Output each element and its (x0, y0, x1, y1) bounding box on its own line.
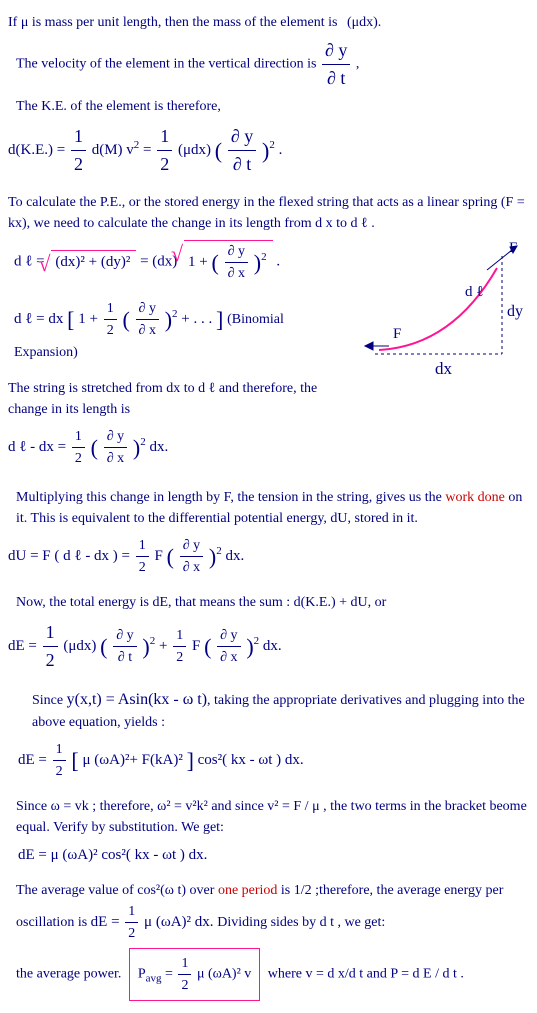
text: total energy (70, 595, 136, 610)
frac-dy-dt: ∂ y ∂ t (228, 123, 256, 178)
eq-dl-minus-dx: d ℓ - dx = 1 2 ( ∂ y ∂ x )2 dx. (8, 426, 529, 469)
eq-kinetic-energy: d(K.E.) = 1 2 d(M) v2 = 1 2 (μdx) ( ∂ y … (8, 123, 529, 178)
text: dE = (8, 637, 41, 653)
text: , (356, 57, 360, 72)
label-F-left: F (393, 326, 401, 342)
frac-half: 1 2 (173, 625, 186, 668)
text: (μdx) (178, 142, 215, 158)
text: d ℓ = dx (14, 311, 67, 327)
label-F-right: F (509, 240, 517, 256)
text: F (155, 547, 163, 563)
text: y(x,t) = Asin(kx - ω t) (67, 691, 207, 708)
text: the average power. (16, 967, 121, 982)
text: μ (ωA)²+ F(kA)² (82, 751, 182, 767)
sqrt-icon: 1 + ( ∂ y ∂ x )2 (184, 240, 273, 284)
lbracket-icon: [ (67, 307, 74, 332)
para-work-done: Multiplying this change in length by F, … (16, 487, 529, 529)
text: Now, the (16, 595, 70, 610)
para-ke-intro: The K.E. of the element is therefore, (16, 96, 529, 117)
text: dU = F ( d ℓ - dx ) = (8, 547, 134, 563)
text: dx. (149, 438, 168, 454)
string-diagram: F F d ℓ dy dx (357, 238, 529, 386)
frac-half: 1 2 (104, 298, 117, 341)
text: (μdx). (347, 15, 381, 30)
label-dx: dx (435, 359, 453, 378)
text: The average value of cos²(ω t) over (16, 883, 218, 898)
frac-dy-dt: ∂ y ∂ t (322, 37, 350, 92)
text: dE = (91, 914, 124, 930)
text: dx. (263, 637, 282, 653)
para-velocity: The velocity of the element in the verti… (16, 37, 529, 92)
eq-dU: dU = F ( d ℓ - dx ) = 1 2 F ( ∂ y ∂ x )2… (8, 535, 529, 578)
text deadlift: work done (445, 490, 505, 505)
frac-half: 1 2 (178, 953, 191, 996)
sqrt-icon: (dx)² + (dy)² (51, 250, 136, 274)
rbracket-icon: ] (216, 307, 223, 332)
text: 1 + (78, 311, 101, 327)
lparen-icon: ( (215, 138, 222, 163)
text: dx. (225, 547, 244, 563)
frac-dy-dx: ∂ y ∂ x (180, 535, 203, 578)
para-stretched: The string is stretched from dx to d ℓ a… (8, 378, 328, 420)
para-cos-avg: The average value of cos²(ω t) over one … (16, 880, 529, 944)
label-dy: dy (507, 303, 523, 320)
text: + . . . (181, 311, 216, 327)
frac-half: 1 2 (125, 901, 138, 944)
text: d(K.E.) = (8, 142, 69, 158)
label-dl: d ℓ (465, 284, 483, 300)
text: Dividing sides by d t , we get: (217, 915, 385, 930)
text: = (143, 142, 155, 158)
text: + (159, 637, 171, 653)
text: . (279, 142, 283, 158)
text: is dE, that means the sum : d(K.E.) + dU… (136, 595, 386, 610)
frac-dy-dx: ∂ y ∂ x (104, 426, 127, 469)
frac-dy-dx: ∂ y ∂ x (217, 625, 240, 668)
eq-dE-cos: dE = 1 2 [ μ (ωA)²+ F(kA)² ] cos²( kx - … (18, 739, 529, 782)
frac-dy-dt: ∂ y ∂ t (113, 625, 136, 668)
text-red: one period (218, 883, 277, 898)
para-omega-vk: Since ω = vk ; therefore, ω² = v²k² and … (16, 796, 529, 838)
text: (μdx) (63, 637, 100, 653)
frac-half: 1 2 (72, 426, 85, 469)
text: d ℓ - dx = (8, 438, 70, 454)
frac-half: 1 2 (43, 619, 58, 674)
text: d(M) v (92, 142, 134, 158)
text: The velocity of the element in the verti… (16, 57, 320, 72)
frac-half: 1 2 (157, 123, 172, 178)
frac-half: 1 2 (136, 535, 149, 578)
para-avg-power: the average power. Pavg = 1 2 μ (ωA)² v … (16, 948, 529, 1001)
text: Multiplying this change in length by F, … (16, 490, 445, 505)
boxed-equation: Pavg = 1 2 μ (ωA)² v (129, 948, 260, 1001)
text: F (192, 637, 200, 653)
text: where v = d x/d t and P = d E / d t . (268, 967, 464, 982)
text: If μ is mass per unit length, then the m… (8, 15, 341, 30)
eq-dE-sum: dE = 1 2 (μdx) ( ∂ y ∂ t )2 + 1 2 F ( ∂ … (8, 619, 529, 674)
text: cos²( kx - ωt ) dx. (198, 751, 304, 767)
para-mass: If μ is mass per unit length, then the m… (8, 12, 529, 33)
para-total-energy: Now, the total energy is dE, that means … (16, 592, 529, 613)
text: . (276, 253, 280, 269)
para-since-y: Since y(x,t) = Asin(kx - ω t), taking th… (32, 688, 529, 733)
eq-dE-simplified: dE = μ (ωA)² cos²( kx - ωt ) dx. (18, 844, 529, 867)
frac-dy-dx: ∂ y ∂ x (136, 298, 159, 341)
frac-half: 1 2 (71, 123, 86, 178)
text: dE = (18, 751, 51, 767)
frac-half: 1 2 (53, 739, 66, 782)
frac-dy-dx: ∂ y ∂ x (225, 241, 248, 284)
text: Since (32, 693, 67, 708)
para-pe-intro: To calculate the P.E., or the stored ene… (8, 192, 529, 234)
text: μ (ωA)² dx. (144, 914, 214, 930)
